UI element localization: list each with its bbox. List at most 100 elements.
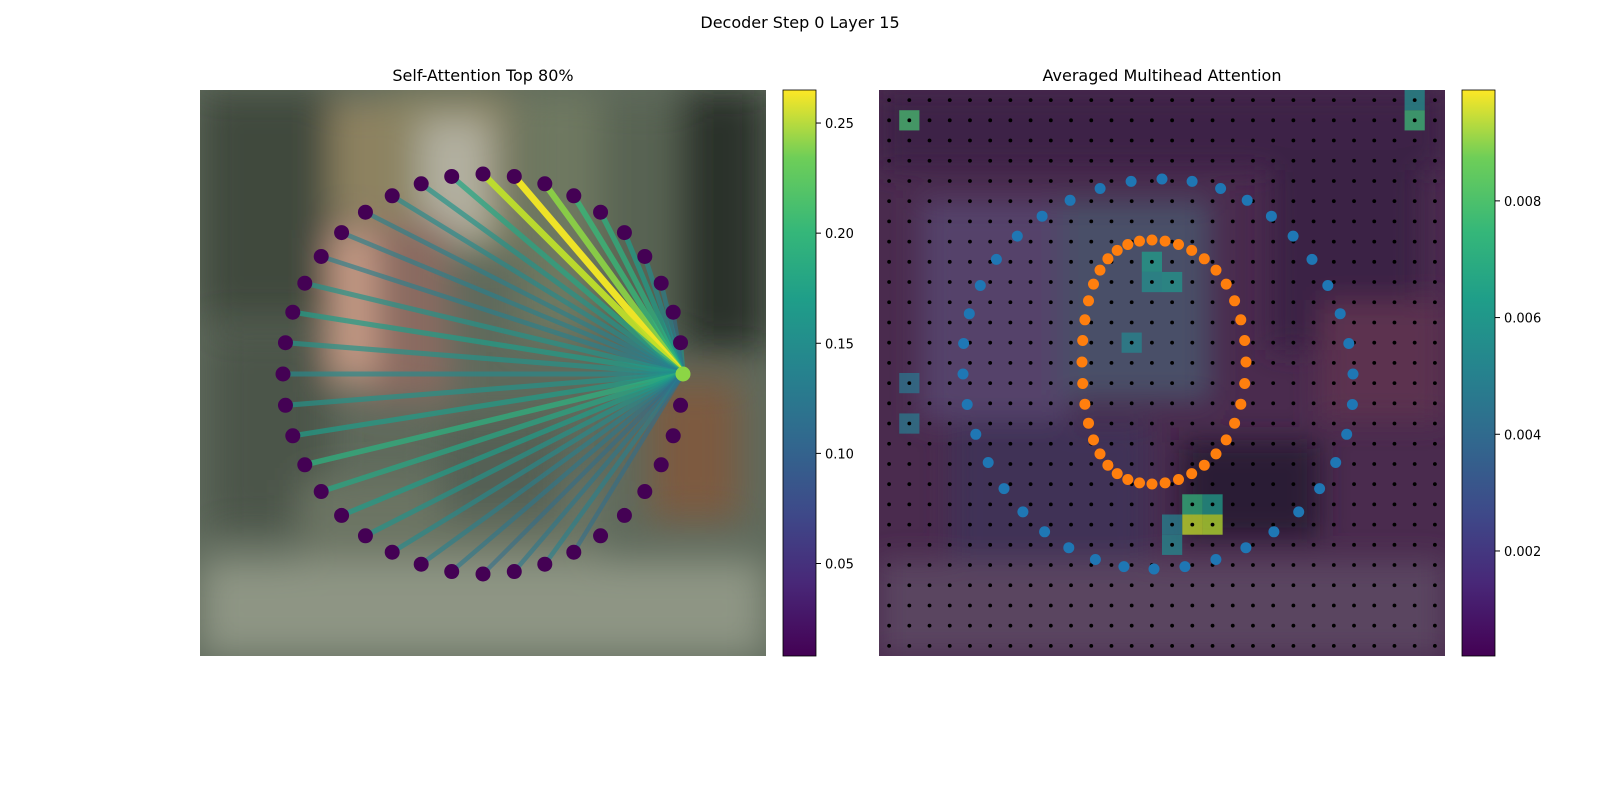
grid-point xyxy=(1352,259,1356,264)
grid-point xyxy=(907,280,912,284)
grid-point xyxy=(1412,462,1417,466)
grid-point xyxy=(1109,441,1114,446)
outer-ring-point xyxy=(1240,542,1252,554)
grid-point xyxy=(1109,421,1114,426)
grid-point xyxy=(1149,522,1154,527)
grid-point xyxy=(1372,603,1377,608)
graph-node xyxy=(665,428,681,444)
grid-point xyxy=(1089,502,1094,507)
grid-point xyxy=(1069,502,1073,507)
grid-point xyxy=(1129,441,1134,446)
grid-point xyxy=(1008,280,1013,284)
attention-edge xyxy=(320,371,684,495)
grid-point xyxy=(1210,583,1215,588)
grid-point xyxy=(1149,401,1154,406)
grid-point xyxy=(907,138,912,143)
outer-ring-point xyxy=(1094,183,1106,194)
grid-point xyxy=(1069,522,1073,527)
grid-point xyxy=(1170,482,1175,487)
grid-point xyxy=(947,563,952,567)
grid-point xyxy=(1129,340,1134,345)
grid-point xyxy=(968,98,972,103)
grid-point xyxy=(1432,118,1437,123)
grid-point xyxy=(907,320,912,325)
grid-point xyxy=(1291,462,1296,466)
grid-point xyxy=(1331,583,1336,588)
grid-point xyxy=(1331,360,1336,365)
grid-point xyxy=(1271,542,1276,547)
grid-point xyxy=(1251,118,1255,123)
grid-point xyxy=(1069,280,1073,284)
grid-point xyxy=(927,381,932,386)
grid-point xyxy=(1432,563,1437,567)
grid-point xyxy=(968,441,972,446)
grid-point xyxy=(1089,583,1094,588)
grid-point xyxy=(1149,259,1154,264)
attention-edge xyxy=(419,372,685,567)
grid-point xyxy=(1412,259,1417,264)
attention-edge xyxy=(304,371,684,468)
grid-point xyxy=(1291,522,1296,527)
grid-point xyxy=(947,381,952,386)
grid-point xyxy=(1311,421,1316,426)
grid-point xyxy=(1291,542,1296,547)
outer-ring-point xyxy=(1346,399,1358,410)
grid-point xyxy=(988,583,993,588)
grid-point xyxy=(1230,199,1235,204)
grid-point xyxy=(1170,462,1175,466)
grid-point xyxy=(887,462,892,466)
grid-point xyxy=(1392,259,1397,264)
grid-point xyxy=(927,300,932,305)
grid-point xyxy=(1291,583,1296,588)
grid-point xyxy=(947,583,952,588)
inner-ring-point xyxy=(1198,253,1210,265)
inner-ring-point xyxy=(1102,459,1114,471)
grid-point xyxy=(1129,623,1134,628)
attention-edge xyxy=(292,309,684,377)
grid-point xyxy=(1352,603,1356,608)
grid-point xyxy=(907,522,912,527)
grid-point xyxy=(887,300,892,305)
grid-point xyxy=(1271,381,1276,386)
grid-point xyxy=(1291,360,1296,365)
grid-point xyxy=(1311,179,1316,183)
grid-point xyxy=(1008,502,1013,507)
grid-point xyxy=(1170,381,1175,386)
grid-point xyxy=(1048,421,1053,426)
grid-point xyxy=(1271,360,1276,365)
grid-point xyxy=(1129,280,1134,284)
outer-ring-point xyxy=(1347,368,1359,380)
grid-point xyxy=(1251,522,1255,527)
grid-point xyxy=(947,219,952,224)
grid-point xyxy=(1210,118,1215,123)
grid-point xyxy=(1392,623,1397,628)
grid-point xyxy=(907,381,912,386)
grid-point xyxy=(1392,603,1397,608)
left-panel-title: Self-Attention Top 80% xyxy=(392,66,574,85)
inner-ring-point xyxy=(1088,278,1099,290)
grid-point xyxy=(1291,643,1296,648)
inner-ring-point xyxy=(1229,295,1241,307)
grid-point xyxy=(1069,482,1073,487)
grid-point xyxy=(1392,643,1397,648)
grid-point xyxy=(927,259,932,264)
outer-ring-point xyxy=(1268,526,1280,538)
grid-point xyxy=(1432,502,1437,507)
grid-point xyxy=(1432,401,1437,406)
grid-point xyxy=(887,280,892,284)
grid-point xyxy=(1109,138,1114,143)
grid-point xyxy=(1170,138,1175,143)
grid-point xyxy=(1352,158,1356,163)
inner-ring-point xyxy=(1220,434,1232,446)
attention-edge xyxy=(340,371,684,518)
grid-point xyxy=(1008,623,1013,628)
grid-point xyxy=(1210,300,1215,305)
grid-point xyxy=(988,280,993,284)
grid-point xyxy=(1372,482,1377,487)
grid-point xyxy=(1432,603,1437,608)
grid-point xyxy=(968,623,972,628)
grid-point xyxy=(927,522,932,527)
grid-point xyxy=(907,158,912,163)
grid-point xyxy=(887,643,892,648)
grid-point xyxy=(1028,300,1033,305)
